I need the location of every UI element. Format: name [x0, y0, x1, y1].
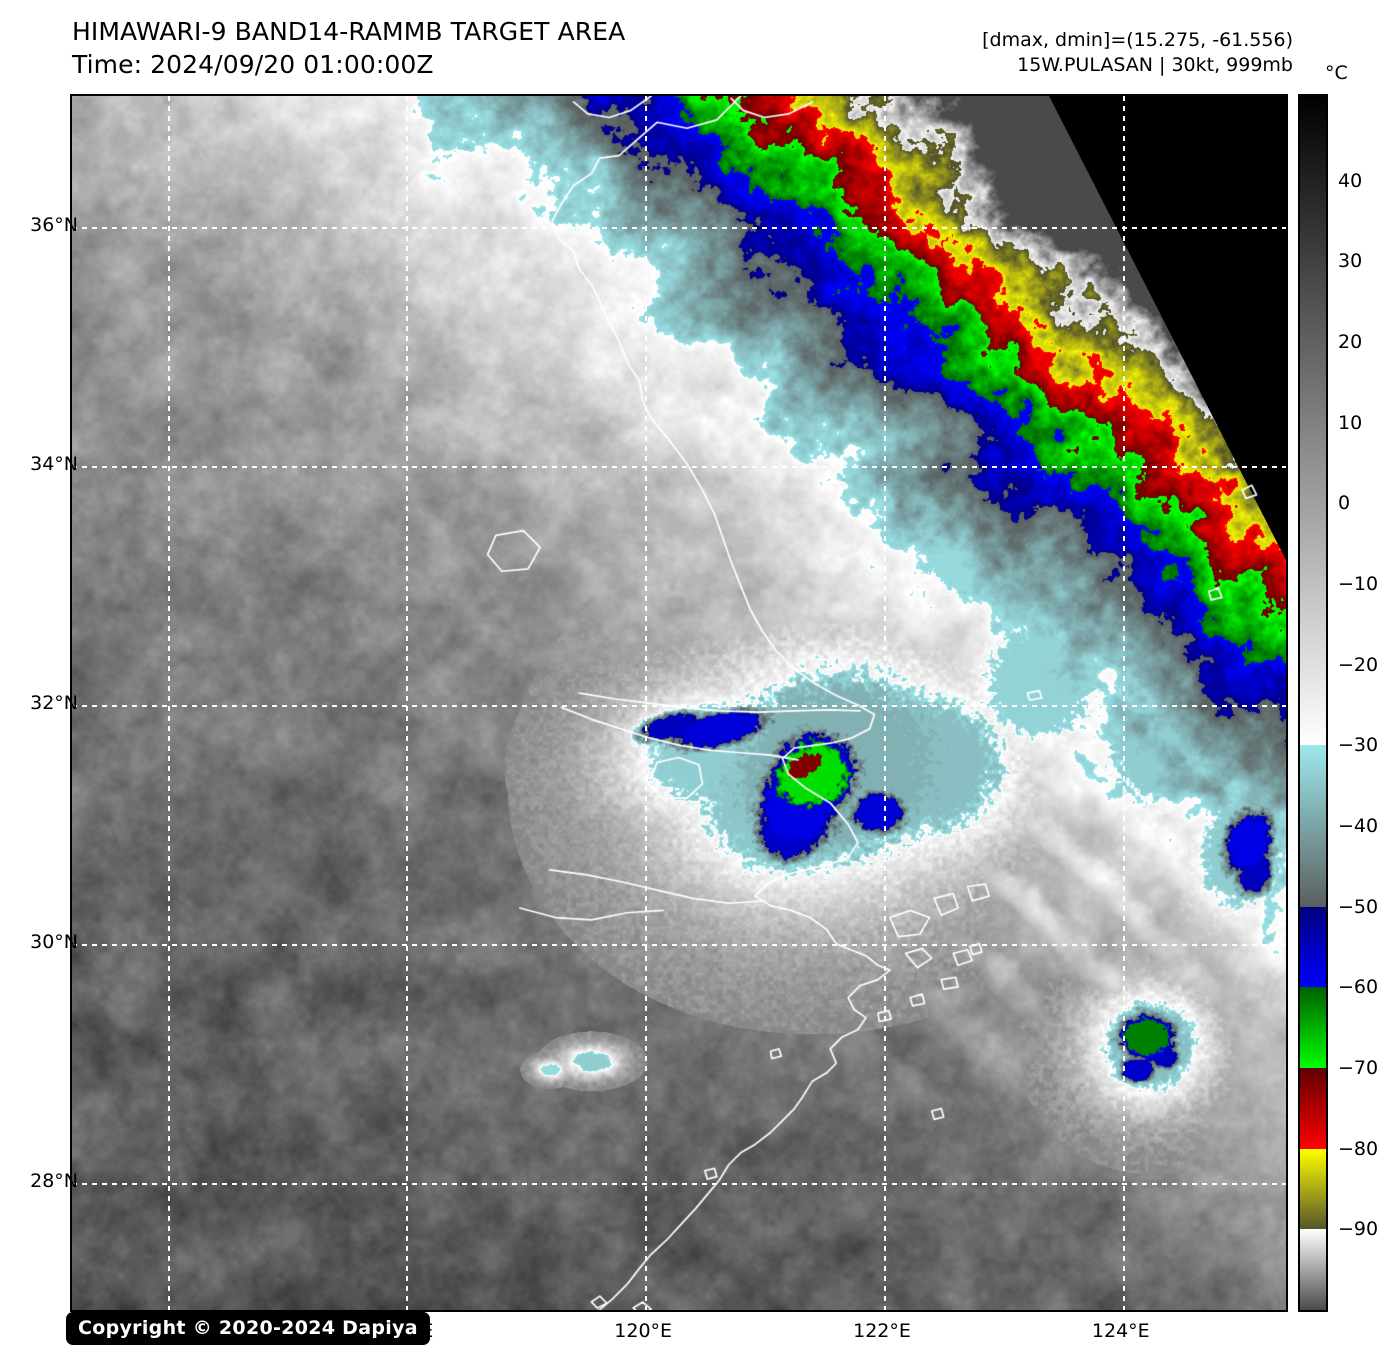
colorbar-units-label: °C	[1325, 62, 1348, 84]
satellite-image-plot[interactable]	[70, 94, 1288, 1312]
title-block: HIMAWARI-9 BAND14-RAMMB TARGET AREA Time…	[72, 16, 625, 81]
colorbar-segment-cyan-to-gray	[1300, 745, 1326, 907]
storm-info-label: 15W.PULASAN | 30kt, 999mb	[1017, 54, 1293, 77]
lon-tick-label-120: 120°E	[614, 1320, 673, 1342]
gridline-lat-30	[72, 943, 1286, 946]
lat-tick-label-34: 34°N	[30, 453, 78, 476]
gridline-lon-122	[884, 96, 886, 1310]
lat-tick-label-36: 36°N	[30, 214, 78, 237]
timestamp-label: Time: 2024/09/20 01:00:00Z	[72, 49, 434, 79]
lat-tick-label-30: 30°N	[30, 930, 78, 953]
colorbar-segment-red	[1300, 1068, 1326, 1149]
colorbar-tick--50: −50	[1338, 895, 1379, 918]
colorbar-tick-40: 40	[1338, 169, 1363, 192]
lat-tick-label-32: 32°N	[30, 692, 78, 714]
colorbar-tick--30: −30	[1338, 734, 1379, 757]
page-title: HIMAWARI-9 BAND14-RAMMB TARGET AREA	[72, 17, 626, 46]
colorbar-tick-10: 10	[1338, 411, 1363, 434]
lat-lon-grid	[72, 96, 1286, 1310]
colorbar-tick--10: −10	[1338, 573, 1379, 596]
gridline-lat-34	[72, 466, 1286, 469]
lon-tick-label-122: 122°E	[853, 1320, 911, 1342]
colorbar-segment-grayscale-warm	[1300, 96, 1326, 746]
colorbar-segment-grayscale-cold	[1300, 1229, 1326, 1310]
gridline-lat-28	[72, 1182, 1286, 1185]
coastline-overlay	[72, 96, 1286, 1310]
copyright-badge: Copyright © 2020-2024 Dapiya	[66, 1312, 430, 1345]
colorbar-tick--60: −60	[1338, 976, 1379, 999]
colorbar-tick--40: −40	[1338, 815, 1379, 837]
gridline-lon-120	[645, 96, 648, 1310]
colorbar-tick-0: 0	[1338, 492, 1351, 515]
colorbar-segment-yellow	[1300, 1148, 1326, 1230]
colorbar[interactable]	[1298, 94, 1328, 1312]
colorbar-tick--90: −90	[1338, 1218, 1379, 1241]
gridline-lon-118	[406, 96, 409, 1310]
colorbar-tick--70: −70	[1338, 1057, 1379, 1079]
coastline-canvas	[72, 96, 1286, 1310]
colorbar-segment-green	[1300, 987, 1326, 1068]
colorbar-segment-blue	[1300, 906, 1326, 988]
lon-tick-label-124: 124°E	[1091, 1320, 1150, 1342]
metadata-block: [dmax, dmin]=(15.275, -61.556) 15W.PULAS…	[982, 28, 1293, 78]
colorbar-tick--20: −20	[1338, 653, 1379, 676]
gridline-lon-116	[167, 96, 170, 1310]
data-extrema-label: [dmax, dmin]=(15.275, -61.556)	[982, 29, 1293, 51]
gridline-lon-124	[1122, 96, 1125, 1310]
gridline-lat-36	[72, 227, 1286, 230]
colorbar-tick--80: −80	[1338, 1137, 1379, 1160]
lat-tick-label-28: 28°N	[30, 1169, 78, 1192]
colorbar-tick-30: 30	[1338, 250, 1363, 273]
gridline-lat-32	[72, 705, 1286, 707]
colorbar-tick-20: 20	[1338, 331, 1363, 354]
